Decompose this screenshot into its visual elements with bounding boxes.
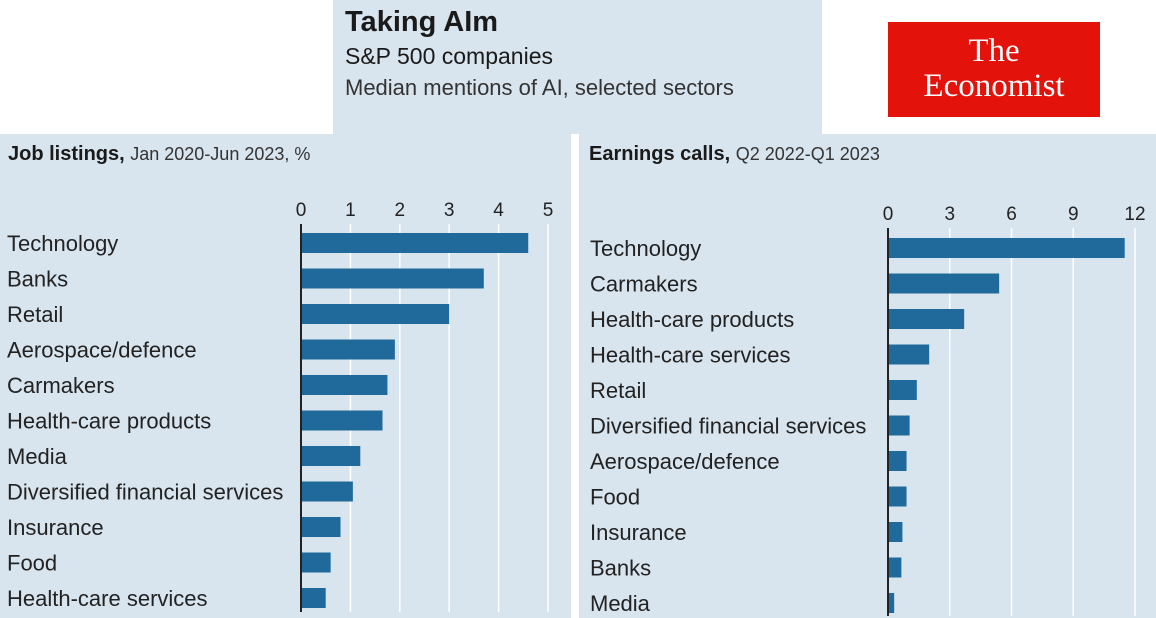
bar-retail xyxy=(888,380,917,400)
x-tick-label: 9 xyxy=(1068,204,1079,225)
bar-technology xyxy=(888,238,1125,258)
category-label: Aerospace/defence xyxy=(7,338,197,363)
category-label: Media xyxy=(590,591,651,616)
x-tick-label: 4 xyxy=(493,200,504,221)
x-tick-label: 3 xyxy=(444,200,455,221)
category-label: Carmakers xyxy=(590,272,698,297)
x-tick-label: 12 xyxy=(1124,204,1145,225)
category-label: Media xyxy=(7,444,68,469)
category-label: Health-care services xyxy=(7,586,208,611)
earnings-calls-panel: Earnings calls, Q2 2022-Q1 2023 0 3 6 9 12 Te… xyxy=(579,134,1156,618)
job-listings-title-main: Job listings, xyxy=(8,143,125,165)
bar-aerospace-defence xyxy=(888,451,907,471)
category-label: Health-care products xyxy=(7,409,211,434)
category-label: Insurance xyxy=(590,520,687,545)
chart-description: Median mentions of AI, selected sectors xyxy=(345,75,734,100)
bar-food xyxy=(888,486,907,507)
chart-header: Taking AIm S&P 500 companies Median ment… xyxy=(333,0,822,134)
bar-insurance xyxy=(888,522,903,542)
category-label: Food xyxy=(590,485,640,510)
x-tick-label: 1 xyxy=(345,200,356,221)
job-listings-panel: Job listings, Jan 2020-Jun 2023, % 0 1 2 3 4… xyxy=(0,134,571,618)
earnings-calls-chart: 0 3 6 9 12 Technology Carmakers Health-care pro… xyxy=(590,204,1146,616)
category-label: Health-care services xyxy=(590,343,791,368)
category-label: Carmakers xyxy=(7,373,115,398)
bar-banks xyxy=(301,268,484,289)
logo-line-1: The xyxy=(968,33,1020,69)
bar-food xyxy=(301,552,331,573)
bar-health-care-services xyxy=(888,344,930,365)
bar-insurance xyxy=(301,517,341,537)
category-label: Retail xyxy=(7,302,63,327)
category-label: Technology xyxy=(590,236,701,261)
x-tick-label: 5 xyxy=(543,200,554,221)
category-label: Insurance xyxy=(7,515,104,540)
earnings-calls-title-main: Earnings calls, xyxy=(589,143,731,165)
bar-health-care-products xyxy=(888,309,965,329)
chart-subtitle: S&P 500 companies xyxy=(345,43,553,69)
x-tick-label: 3 xyxy=(944,204,955,225)
category-label: Banks xyxy=(590,556,651,581)
bar-health-care-services xyxy=(301,588,326,608)
category-label: Aerospace/defence xyxy=(590,449,780,474)
bar-media xyxy=(888,593,895,613)
x-tick-label: 0 xyxy=(296,200,307,221)
earnings-calls-title: Earnings calls, Q2 2022-Q1 2023 xyxy=(589,143,880,166)
category-label: Retail xyxy=(590,378,646,403)
job-listings-title: Job listings, Jan 2020-Jun 2023, % xyxy=(8,143,310,166)
bar-retail xyxy=(301,304,450,324)
economist-logo: The Economist xyxy=(888,22,1100,117)
bar-media xyxy=(301,446,361,466)
logo-line-2: Economist xyxy=(923,68,1065,104)
bar-banks xyxy=(888,557,902,578)
chart-title: Taking AIm xyxy=(345,6,499,38)
category-label: Banks xyxy=(7,267,68,292)
x-tick-label: 6 xyxy=(1006,204,1017,225)
earnings-calls-title-sub: Q2 2022-Q1 2023 xyxy=(735,144,880,164)
category-label: Diversified financial services xyxy=(590,414,866,439)
category-label: Health-care products xyxy=(590,307,794,332)
x-tick-label: 0 xyxy=(883,204,894,225)
category-label: Technology xyxy=(7,231,118,256)
bar-health-care-products xyxy=(301,410,383,431)
bar-aerospace-defence xyxy=(301,339,395,360)
job-listings-title-sub: Jan 2020-Jun 2023, % xyxy=(130,144,311,164)
job-listings-chart: 0 1 2 3 4 5 Technology Banks Retail Aerospace/def… xyxy=(7,200,554,612)
bar-technology xyxy=(301,233,529,253)
category-label: Food xyxy=(7,551,57,576)
bar-diversified-financial-services xyxy=(301,481,353,502)
x-tick-label: 2 xyxy=(395,200,406,221)
bar-carmakers xyxy=(888,273,1000,294)
category-label: Diversified financial services xyxy=(7,480,283,505)
bar-carmakers xyxy=(301,375,388,395)
bar-diversified-financial-services xyxy=(888,415,910,436)
